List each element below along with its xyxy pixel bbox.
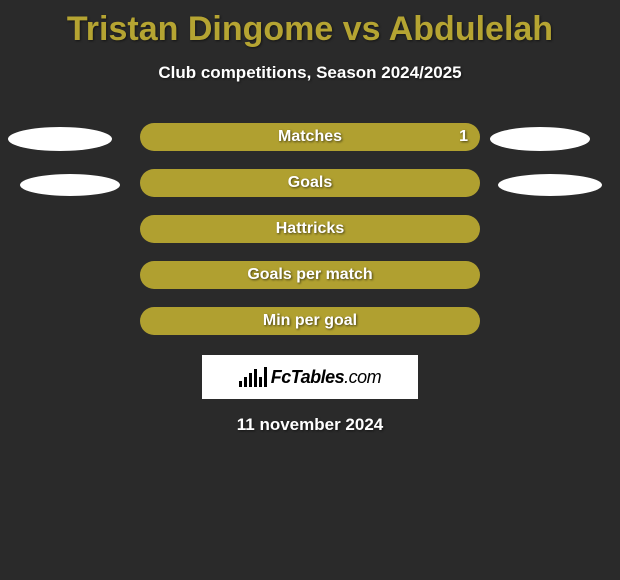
left-ellipse bbox=[8, 127, 112, 151]
logo-box: FcTables.com bbox=[202, 355, 418, 399]
stat-label: Hattricks bbox=[140, 220, 480, 238]
date-text: 11 november 2024 bbox=[237, 415, 383, 434]
right-ellipse bbox=[490, 127, 590, 151]
stat-value: 1 bbox=[459, 128, 468, 146]
page-title: Tristan Dingome vs Abdulelah bbox=[0, 0, 620, 49]
stat-bar: Matches1 bbox=[140, 123, 480, 151]
stat-label: Min per goal bbox=[140, 312, 480, 330]
subtitle: Club competitions, Season 2024/2025 bbox=[0, 63, 620, 83]
subtitle-text: Club competitions, Season 2024/2025 bbox=[158, 63, 461, 82]
stat-bar: Goals per match bbox=[140, 261, 480, 289]
right-ellipse bbox=[498, 174, 602, 196]
bar-icon-bar bbox=[254, 369, 257, 387]
stat-bar: Goals bbox=[140, 169, 480, 197]
bar-icon-bar bbox=[244, 377, 247, 387]
stat-bar: Hattricks bbox=[140, 215, 480, 243]
stat-row: Min per goal bbox=[0, 307, 620, 337]
bars-icon bbox=[239, 367, 267, 387]
stat-label: Matches bbox=[140, 128, 480, 146]
stat-row: Matches1 bbox=[0, 123, 620, 153]
bar-icon-bar bbox=[239, 381, 242, 387]
stats-rows: Matches1 Goals Hattricks Goals per match Min… bbox=[0, 123, 620, 337]
title-text: Tristan Dingome vs Abdulelah bbox=[67, 10, 553, 48]
stat-row: Goals per match bbox=[0, 261, 620, 291]
stat-label: Goals bbox=[140, 174, 480, 192]
bar-icon-bar bbox=[264, 367, 267, 387]
logo-text: FcTables.com bbox=[271, 367, 381, 388]
date-line: 11 november 2024 bbox=[0, 415, 620, 435]
stat-label: Goals per match bbox=[140, 266, 480, 284]
stat-bar: Min per goal bbox=[140, 307, 480, 335]
logo: FcTables.com bbox=[239, 367, 381, 388]
left-ellipse bbox=[20, 174, 120, 196]
stat-row: Goals bbox=[0, 169, 620, 199]
logo-bold: FcTables bbox=[271, 367, 344, 387]
bar-icon-bar bbox=[249, 373, 252, 387]
bar-icon-bar bbox=[259, 377, 262, 387]
logo-suffix: .com bbox=[344, 367, 381, 387]
stat-row: Hattricks bbox=[0, 215, 620, 245]
